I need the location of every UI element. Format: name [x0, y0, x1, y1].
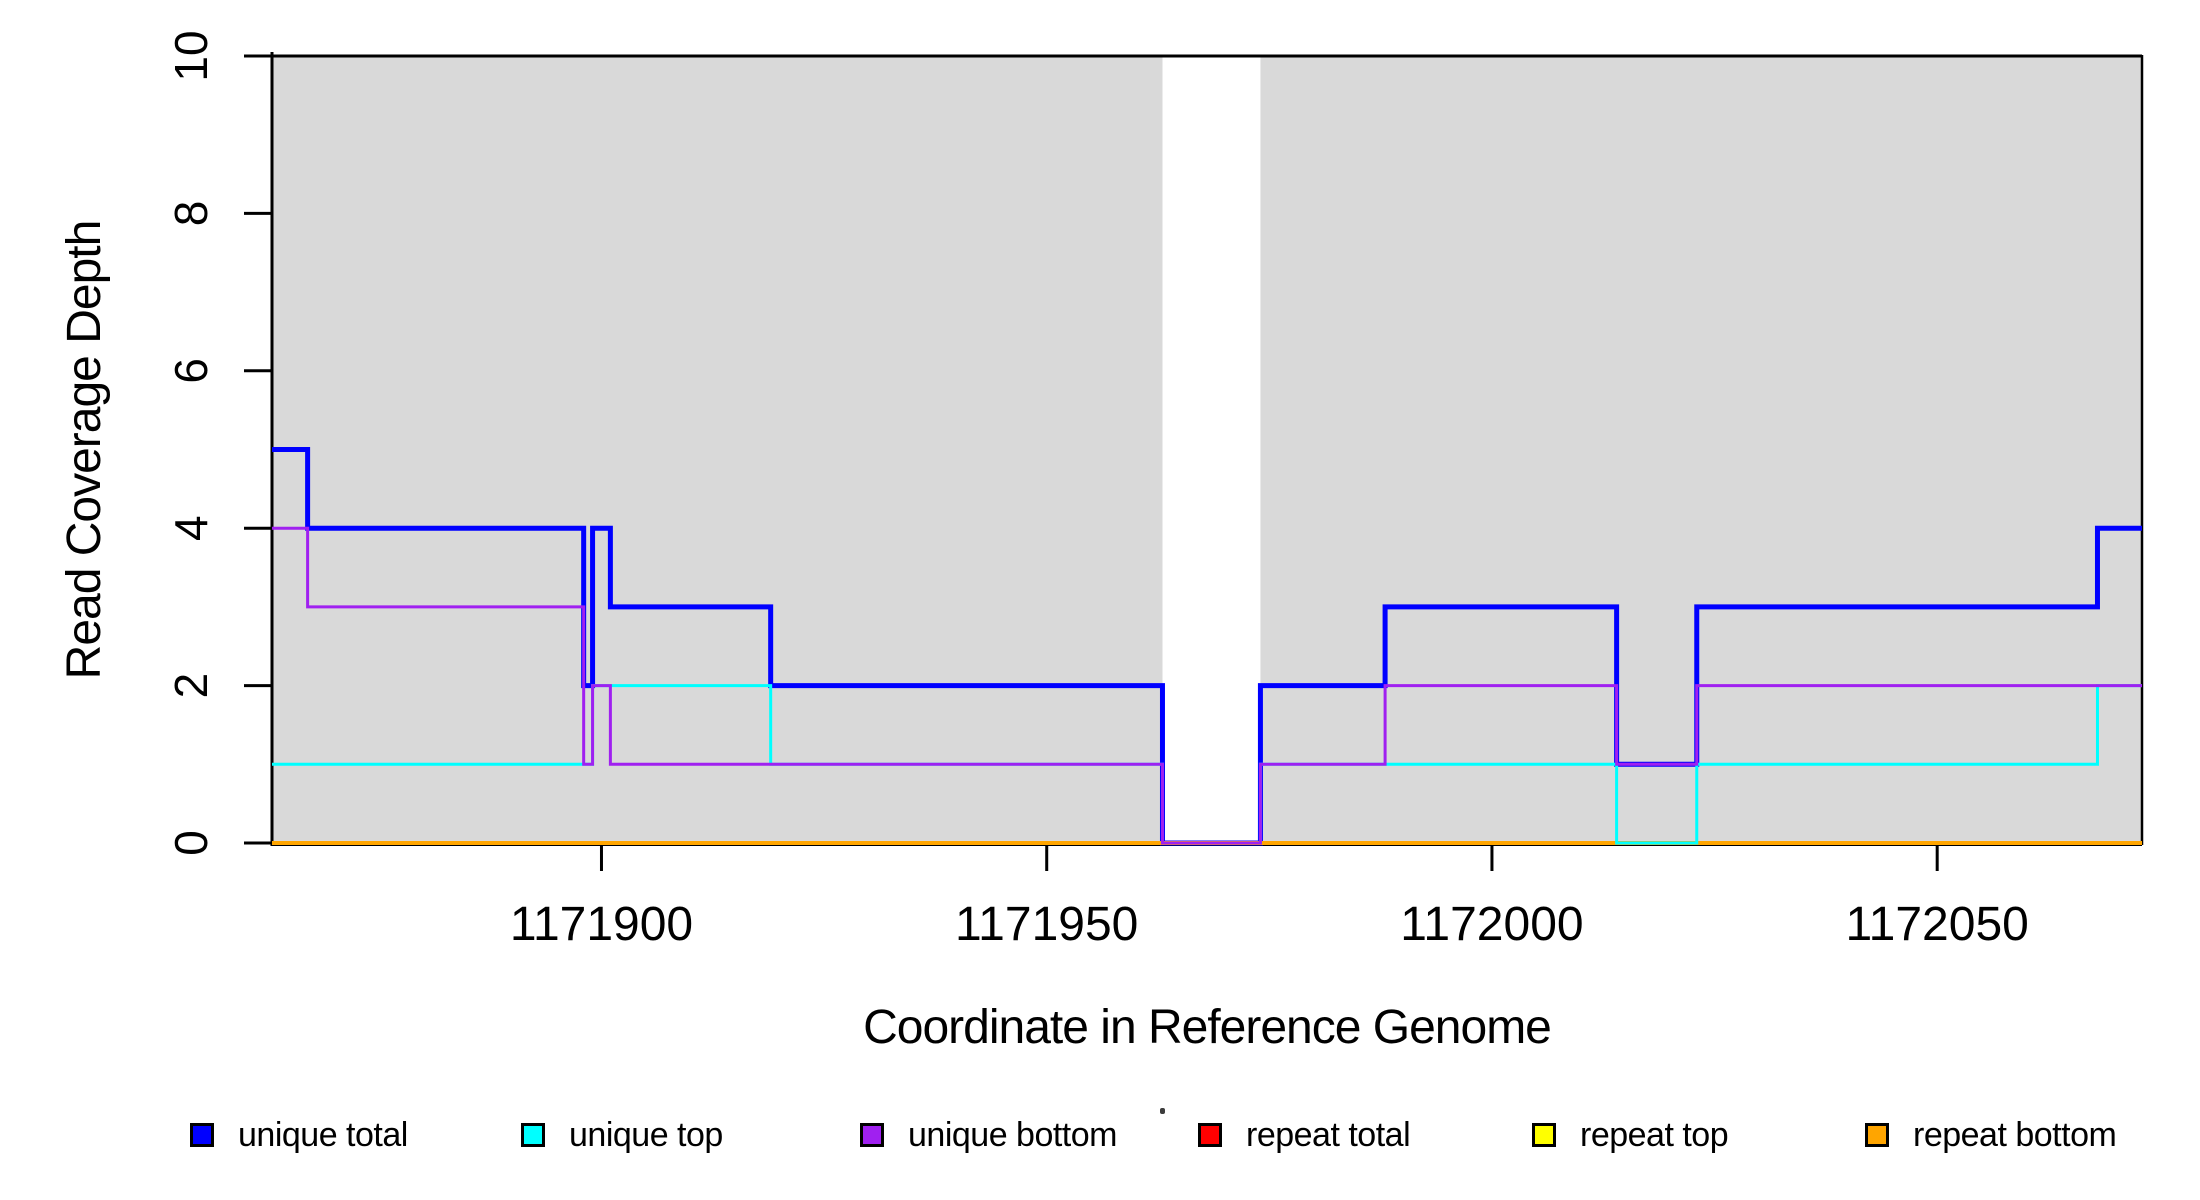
- x-tick-label: 1172050: [1846, 898, 2029, 951]
- legend-item-unique-top: unique top: [521, 1109, 723, 1161]
- legend-label: repeat total: [1246, 1116, 1411, 1154]
- legend-item-unique-bottom: unique bottom: [860, 1109, 1118, 1161]
- stray-dot-mark: [1160, 1108, 1165, 1114]
- legend-swatch-repeat-total-icon: [1198, 1123, 1222, 1147]
- y-tick-label: 2: [165, 673, 217, 699]
- y-tick-label: 4: [165, 515, 217, 541]
- x-tick-label: 1172000: [1400, 898, 1583, 951]
- legend-item-unique-total: unique total: [190, 1109, 408, 1161]
- legend-label: unique top: [569, 1116, 723, 1154]
- y-tick-label: 6: [165, 358, 217, 384]
- y-tick-label: 8: [165, 201, 217, 227]
- shaded-coverage-region-1: [272, 56, 1163, 843]
- x-tick-label: 1171950: [955, 898, 1138, 951]
- legend-label: unique total: [238, 1116, 408, 1154]
- legend-swatch-repeat-top-icon: [1532, 1123, 1556, 1147]
- shaded-coverage-region-2: [1260, 56, 2142, 843]
- y-tick-label: 0: [165, 830, 217, 856]
- legend-label: repeat bottom: [1913, 1116, 2117, 1154]
- legend-item-repeat-bottom: repeat bottom: [1865, 1109, 2117, 1161]
- legend-item-repeat-top: repeat top: [1532, 1109, 1729, 1161]
- legend: unique total unique top unique bottom repea…: [0, 1109, 2200, 1161]
- legend-swatch-unique-total-icon: [190, 1123, 214, 1147]
- legend-swatch-repeat-bottom-icon: [1865, 1123, 1889, 1147]
- legend-swatch-unique-top-icon: [521, 1123, 545, 1147]
- x-tick-label: 1171900: [510, 898, 693, 951]
- y-axis-title: Read Coverage Depth: [58, 220, 111, 680]
- legend-label: repeat top: [1580, 1116, 1729, 1154]
- legend-item-repeat-total: repeat total: [1198, 1109, 1411, 1161]
- y-tick-label: 10: [165, 30, 217, 81]
- x-axis-title: Coordinate in Reference Genome: [863, 1001, 1552, 1054]
- legend-label: unique bottom: [908, 1116, 1118, 1154]
- series-line-unique-bottom: [272, 526, 2142, 845]
- legend-swatch-unique-bottom-icon: [860, 1123, 884, 1147]
